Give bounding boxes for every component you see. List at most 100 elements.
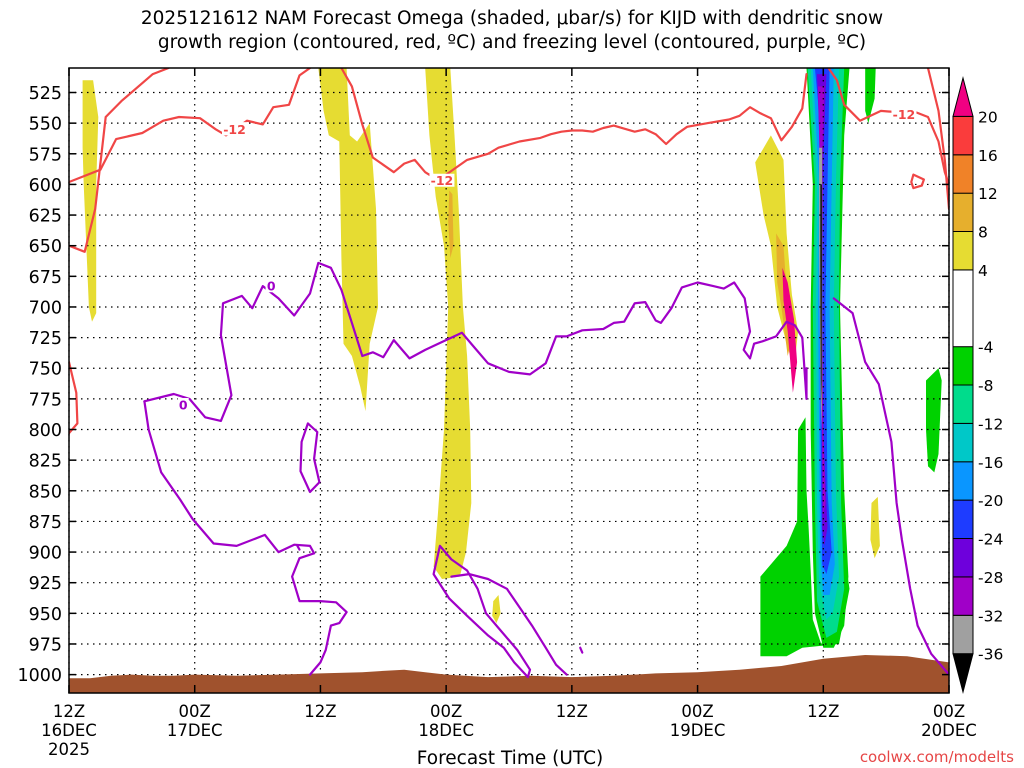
freezing-contour-label-1: 0 [267,279,276,294]
colorbar-label-16: 16 [978,147,998,165]
x-tick-label-84-2: 20DEC [921,721,977,740]
omega-colorbar: 20 16 12 8 4 -4 -8 -12 -16 -20 -24 -28 -32 -36 [952,76,1003,694]
dgz-contour-label-1: -12 [223,122,246,137]
y-tick-label-700: 700 [29,298,62,318]
dgz-contour-label-bg-3 [891,107,917,121]
terrain-area [69,655,949,693]
y-tick-label-900: 900 [29,544,62,564]
y-tick-label-625: 625 [29,207,62,227]
dgz-contour-label-2: -12 [431,173,454,188]
colorbar-label--28: -28 [978,569,1003,587]
y-tick-label-600: 600 [29,176,62,196]
freezing-contour-line-6 [450,572,568,676]
x-tick-label-36-2: 18DEC [418,721,474,740]
omega-region-sink-hr82 [926,368,942,473]
freezing-contour-line-0 [299,422,321,494]
colorbar-bin--28 [952,538,974,578]
colorbar-label--20: -20 [978,492,1003,510]
y-tick-label-775: 775 [29,390,62,410]
watermark: coolwx.com/modelts [860,748,1014,766]
colorbar-label-4: 4 [978,262,988,280]
colorbar-label-20: 20 [978,108,998,126]
terrain-fill [69,655,949,693]
x-axis-title: Forecast Time (UTC) [417,748,603,768]
y-tick-label-800: 800 [29,421,62,441]
omega-region-sink-t38 [820,184,822,405]
colorbar-label--32: -32 [978,607,1003,625]
y-tick-label-575: 575 [29,145,62,165]
x-tick-label-72-1: 12Z [807,702,839,721]
dgz-contour-line-5 [69,361,79,435]
omega-region-sink-hr76 [865,68,876,124]
colorbar-label--12: -12 [978,415,1003,433]
colorbar-label-8: 8 [978,224,988,242]
dgz-contour-line-0 [69,68,170,253]
x-tick-label-0-3: 2025 [48,740,90,759]
colorbar-bin-12 [952,154,974,194]
x-tick-label-12-1: 00Z [179,702,211,721]
omega-region-rise-hr77 [870,496,880,559]
pressure-axis: 525 550 575 600 625 650 675 700 725 750 775 800 825 8… [17,84,949,686]
plot-frame [68,67,950,694]
freezing-contour-line-1 [143,261,808,422]
x-tick-label-36-1: 00Z [430,702,462,721]
x-tick-label-12-2: 17DEC [167,721,223,740]
colorbar-bin-16 [952,115,974,156]
y-tick-label-950: 950 [29,605,62,625]
y-tick-label-825: 825 [29,452,62,472]
x-tick-label-60-2: 19DEC [670,721,726,740]
chart-title-line-2: growth region (contoured, red, ºC) and f… [158,32,866,53]
omega-region-rise-max [782,267,798,393]
freezing-contour-label-2: 0 [179,398,188,413]
dgz-contour-label-bg-2 [429,173,455,187]
colorbar-label--24: -24 [978,531,1003,549]
freezing-contour-line-2 [143,400,316,555]
temperature-contours [69,68,949,679]
y-tick-label-525: 525 [29,84,62,104]
omega-region-rise-hr40 [492,595,501,624]
dgz-contour-label-bg-1 [222,122,248,136]
freezing-contour-line-5 [432,544,532,679]
freezing-contour-line-3 [291,552,348,676]
colorbar-label--36: -36 [978,646,1003,664]
colorbar-bin--16 [952,422,974,463]
y-tick-label-750: 750 [29,360,62,380]
chart-title-line-1: 2025121612 NAM Forecast Omega (shaded, μ… [141,8,883,29]
freezing-contour-line-4 [832,297,949,676]
colorbar-bin-4 [952,231,974,271]
omega-region-sink-hr69 [760,417,850,657]
omega-shading [82,68,942,657]
y-tick-label-725: 725 [29,329,62,349]
colorbar-label--4: -4 [978,339,993,357]
colorbar-bin--4 [952,269,974,348]
colorbar-bin--36 [952,614,974,655]
freezing-contour-label-bg-1 [265,279,277,293]
dgz-contour-line-4 [910,173,926,190]
y-tick-label-650: 650 [29,237,62,257]
colorbar-bin--12 [952,384,974,424]
y-tick-label-1000: 1000 [17,666,62,686]
contour-labels: -12-12-12-12000 [177,107,917,413]
colorbar-bin--20 [952,461,974,501]
colorbar-bin--8 [952,346,974,386]
x-tick-label-0-2: 16DEC [41,721,97,740]
colorbar-label--8: -8 [978,377,993,395]
colorbar-label-12: 12 [978,185,998,203]
y-tick-label-850: 850 [29,482,62,502]
dgz-contour-line-1 [69,68,312,184]
colorbar-bin--24 [952,499,974,540]
freezing-contour-label-bg-2 [177,398,189,412]
x-tick-label-60-1: 00Z [681,702,713,721]
y-tick-label-675: 675 [29,268,62,288]
y-tick-label-925: 925 [29,574,62,594]
colorbar-bin-20 [952,76,974,117]
freezing-contour-line-8 [296,544,301,551]
omega-region-rise-hr34 [425,68,472,579]
y-tick-label-550: 550 [29,115,62,135]
y-tick-label-875: 875 [29,513,62,533]
colorbar-bin-8 [952,192,974,233]
x-tick-label-0-1: 12Z [53,702,85,721]
x-tick-label-48-1: 12Z [556,702,588,721]
